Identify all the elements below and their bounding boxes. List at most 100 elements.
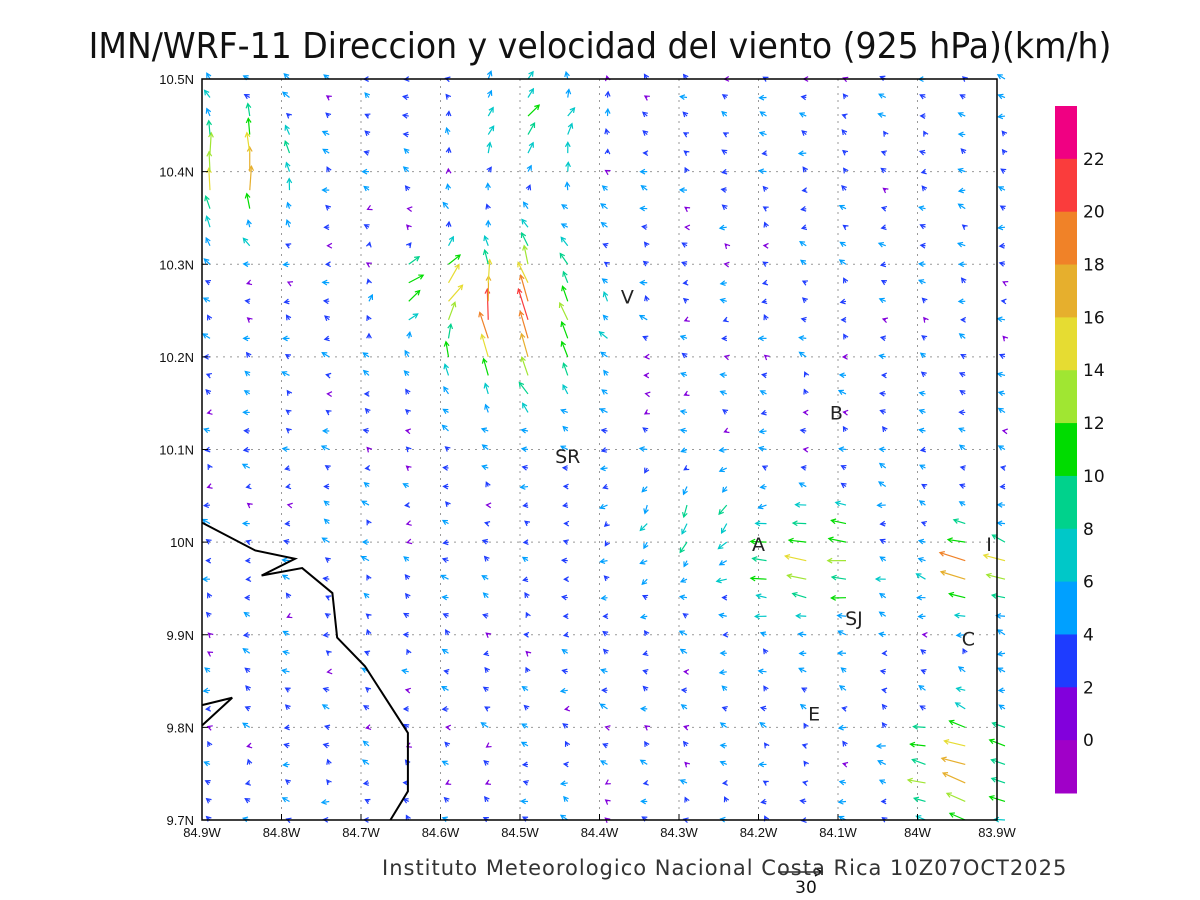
wind-arrow [246, 502, 253, 509]
wind-arrow [323, 500, 330, 507]
wind-arrow [602, 630, 609, 637]
wind-arrow [245, 576, 252, 583]
map-title: IMN/WRF-11 Direccion y velocidad del vie… [88, 26, 1112, 67]
wind-arrow [641, 111, 648, 118]
wind-arrow [917, 538, 926, 545]
wind-arrow [484, 403, 490, 413]
colorbar-label: 10 [1083, 467, 1105, 487]
wind-arrow [880, 798, 887, 805]
wind-arrow [520, 231, 529, 246]
wind-arrow [997, 407, 1006, 414]
wind-arrow [998, 261, 1006, 267]
wind-arrow [562, 631, 570, 638]
wind-arrow [602, 743, 609, 749]
wind-arrow [527, 141, 534, 154]
wind-arrow [207, 314, 213, 321]
wind-arrow [366, 204, 373, 211]
wind-arrow [322, 686, 330, 693]
wind-arrow [946, 537, 966, 544]
wind-arrow [483, 234, 489, 246]
wind-arrow [402, 705, 409, 712]
wind-vectors [201, 70, 1009, 824]
wind-arrow [799, 259, 807, 266]
wind-arrow [724, 243, 731, 250]
wind-arrow [919, 446, 926, 453]
wind-arrow [445, 183, 452, 191]
wind-arrow [441, 685, 449, 692]
wind-arrow [842, 224, 849, 231]
wind-arrow [244, 298, 251, 305]
colorbar-swatch [1055, 528, 1077, 583]
wind-arrow [285, 409, 292, 416]
wind-arrow [402, 631, 409, 638]
wind-arrow [561, 465, 568, 471]
wind-arrow [363, 150, 370, 156]
wind-arrow [982, 553, 1006, 562]
wind-arrow [837, 389, 847, 395]
wind-arrow [361, 759, 370, 765]
wind-arrow [841, 761, 849, 768]
wind-arrow [206, 483, 213, 489]
wind-arrow [245, 279, 253, 286]
wind-arrow [761, 298, 768, 305]
wind-arrow [325, 409, 332, 416]
wind-arrow [958, 333, 966, 339]
wind-arrow [762, 242, 769, 249]
wind-arrow [598, 331, 608, 339]
wind-arrow [599, 408, 608, 414]
wind-arrow [683, 560, 689, 568]
wind-arrow [800, 224, 808, 231]
wind-arrow [286, 177, 293, 191]
wind-arrow [562, 723, 569, 729]
wind-arrow [718, 612, 727, 619]
wind-arrow [604, 779, 611, 785]
wind-arrow [921, 631, 928, 638]
wind-arrow [757, 445, 767, 452]
wind-arrow [957, 666, 966, 673]
wind-arrow [761, 465, 768, 471]
wind-arrow [958, 483, 966, 489]
wind-arrow [643, 353, 650, 360]
wind-arrow [643, 504, 649, 515]
wind-arrow [721, 168, 728, 175]
wind-arrow [880, 167, 887, 174]
wind-arrow [879, 409, 886, 415]
wind-arrow [408, 256, 421, 265]
wind-arrow [245, 539, 252, 546]
wind-arrow [285, 112, 292, 119]
wind-arrow [722, 409, 729, 415]
wind-arrow [242, 632, 250, 638]
wind-arrow [719, 297, 727, 304]
station-labels: V B SR A I SJ C E [555, 287, 992, 726]
wind-arrow [362, 740, 370, 747]
wind-arrow [244, 798, 251, 804]
wind-arrow [644, 740, 650, 747]
wind-arrow [600, 427, 608, 434]
wind-arrow [527, 104, 541, 117]
wind-arrow [958, 427, 966, 433]
wind-arrow [445, 629, 451, 636]
wind-arrow [957, 298, 966, 305]
wind-arrow [952, 518, 966, 525]
wind-arrow [719, 390, 727, 396]
wind-arrow [879, 335, 887, 342]
wind-arrow [800, 465, 807, 471]
wind-arrow [281, 557, 290, 564]
wind-arrow [485, 632, 492, 638]
wind-arrow [523, 631, 530, 638]
wind-arrow [560, 557, 568, 564]
wind-arrow [324, 613, 331, 619]
wind-arrow [758, 428, 767, 435]
wind-arrow [559, 687, 568, 694]
wind-arrow [207, 740, 213, 748]
wind-arrow [284, 124, 291, 135]
wind-arrow [954, 702, 966, 710]
wind-arrow [599, 465, 608, 472]
wind-arrow [915, 573, 926, 580]
wind-arrow [324, 557, 331, 563]
wind-arrow [522, 780, 529, 786]
wind-arrow [759, 390, 767, 396]
wind-arrow [326, 779, 332, 786]
wind-arrow [682, 613, 689, 619]
wind-arrow [601, 278, 608, 284]
